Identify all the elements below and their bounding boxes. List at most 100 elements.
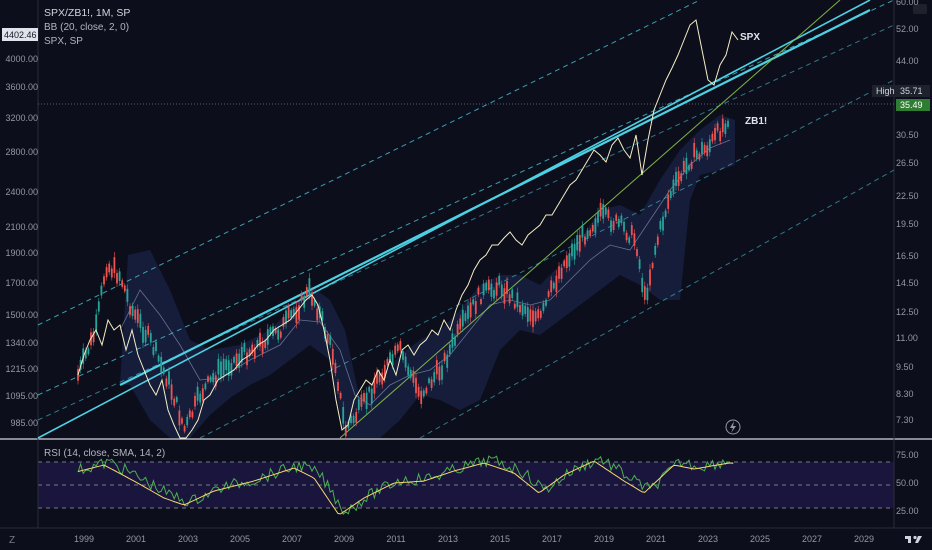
candle-body <box>313 299 316 306</box>
candle-body <box>209 376 212 382</box>
candle-body <box>503 288 506 304</box>
candle-body <box>238 353 241 368</box>
symbol-title[interactable]: SPX/ZB1!, 1M, SP <box>44 7 131 19</box>
high-tag-label: High <box>876 86 895 96</box>
candle-body <box>181 418 183 424</box>
candle-body <box>688 165 690 171</box>
channel-solid-line <box>119 9 871 386</box>
left-axis-label: 2100.00 <box>5 222 38 232</box>
candle-body <box>129 306 131 315</box>
rsi-axis-label: 25.00 <box>896 506 919 516</box>
candle-body <box>519 304 521 313</box>
candle-body <box>225 359 228 371</box>
candle-body <box>612 220 615 230</box>
candle-body <box>417 386 420 397</box>
candle-body <box>87 348 90 355</box>
zb1-annotation[interactable]: ZB1! <box>745 116 768 127</box>
candle-body <box>542 302 545 311</box>
candle-body <box>139 313 142 328</box>
left-current-price: 4402.46 <box>4 30 37 40</box>
candle-body <box>404 356 407 368</box>
candle-body <box>300 293 303 301</box>
candle-body <box>386 359 389 366</box>
left-axis-label: 1900.00 <box>5 248 38 258</box>
candle-body <box>402 351 404 360</box>
time-axis-label: 2017 <box>541 534 563 544</box>
rsi-indicator-label[interactable]: RSI (14, close, SMA, 14, 2) <box>44 448 166 459</box>
candle-body <box>586 230 589 239</box>
spx-annotation[interactable]: SPX <box>740 32 761 43</box>
candle-body <box>131 305 134 316</box>
tradingview-logo-icon[interactable] <box>902 533 926 545</box>
candle-body <box>298 305 300 320</box>
candle-body <box>183 425 186 432</box>
candle-body <box>118 271 121 281</box>
candle-body <box>576 235 579 251</box>
candle-body <box>274 327 277 334</box>
candle-body <box>168 371 170 385</box>
candle-body <box>339 392 342 399</box>
candle-body <box>643 286 646 300</box>
bollinger-basis-line <box>119 139 731 406</box>
candle-body <box>365 392 368 410</box>
candle-body <box>248 349 251 357</box>
candle-body <box>95 314 98 331</box>
candle-body <box>607 209 610 219</box>
candle-body <box>610 220 612 232</box>
candle-body <box>526 306 529 322</box>
candle-body <box>201 388 204 401</box>
high-value-tag <box>896 85 930 97</box>
lightning-icon-glyph <box>730 421 736 433</box>
candle-body <box>623 221 625 232</box>
high-tag-value: 35.71 <box>900 86 923 96</box>
candle-body <box>521 304 524 316</box>
candle-body <box>464 313 467 321</box>
candle-body <box>555 275 558 292</box>
candle-body <box>597 211 599 223</box>
candle-body <box>243 342 246 353</box>
candle-body <box>222 358 225 376</box>
candle-body <box>448 344 451 354</box>
candle-body <box>602 204 605 219</box>
candle-body <box>290 310 293 318</box>
candle-body <box>532 310 534 328</box>
candle-body <box>625 232 628 241</box>
candle-body <box>220 361 222 378</box>
candle-body <box>441 365 443 380</box>
candle-body <box>630 225 633 235</box>
zoom-z-icon[interactable]: Z <box>9 535 15 546</box>
settings-icon[interactable] <box>913 4 927 14</box>
candle-body <box>269 327 272 334</box>
candle-body <box>719 131 722 142</box>
time-axis-label: 2013 <box>437 534 459 544</box>
candle-body <box>191 411 194 418</box>
candle-body <box>407 366 410 376</box>
candle-body <box>147 325 150 335</box>
left-axis-label: 1700.00 <box>5 278 38 288</box>
candle-body <box>84 350 87 359</box>
candle-body <box>428 378 430 384</box>
time-axis-label: 2001 <box>125 534 147 544</box>
candle-body <box>420 390 423 404</box>
candle-body <box>292 308 295 317</box>
candle-body <box>467 305 469 320</box>
candle-body <box>92 331 95 343</box>
candle-body <box>334 362 337 373</box>
candle-body <box>259 332 261 347</box>
candle-body <box>506 281 508 294</box>
candle-body <box>459 318 462 330</box>
lightning-icon[interactable] <box>725 419 741 435</box>
left-axis-label: 985.00 <box>10 418 38 428</box>
bollinger-indicator-label[interactable]: BB (20, close, 2, 0) <box>44 22 130 33</box>
candle-body <box>641 277 644 293</box>
spx-indicator-label[interactable]: SPX, SP <box>44 36 83 47</box>
candle-body <box>693 142 696 158</box>
time-axis-label: 2003 <box>177 534 199 544</box>
candle-body <box>493 290 495 299</box>
candle-body <box>331 348 334 365</box>
candle-body <box>599 202 602 217</box>
candle-body <box>396 344 399 352</box>
right-axis-label: 44.00 <box>896 56 919 66</box>
candle-body <box>654 245 657 255</box>
